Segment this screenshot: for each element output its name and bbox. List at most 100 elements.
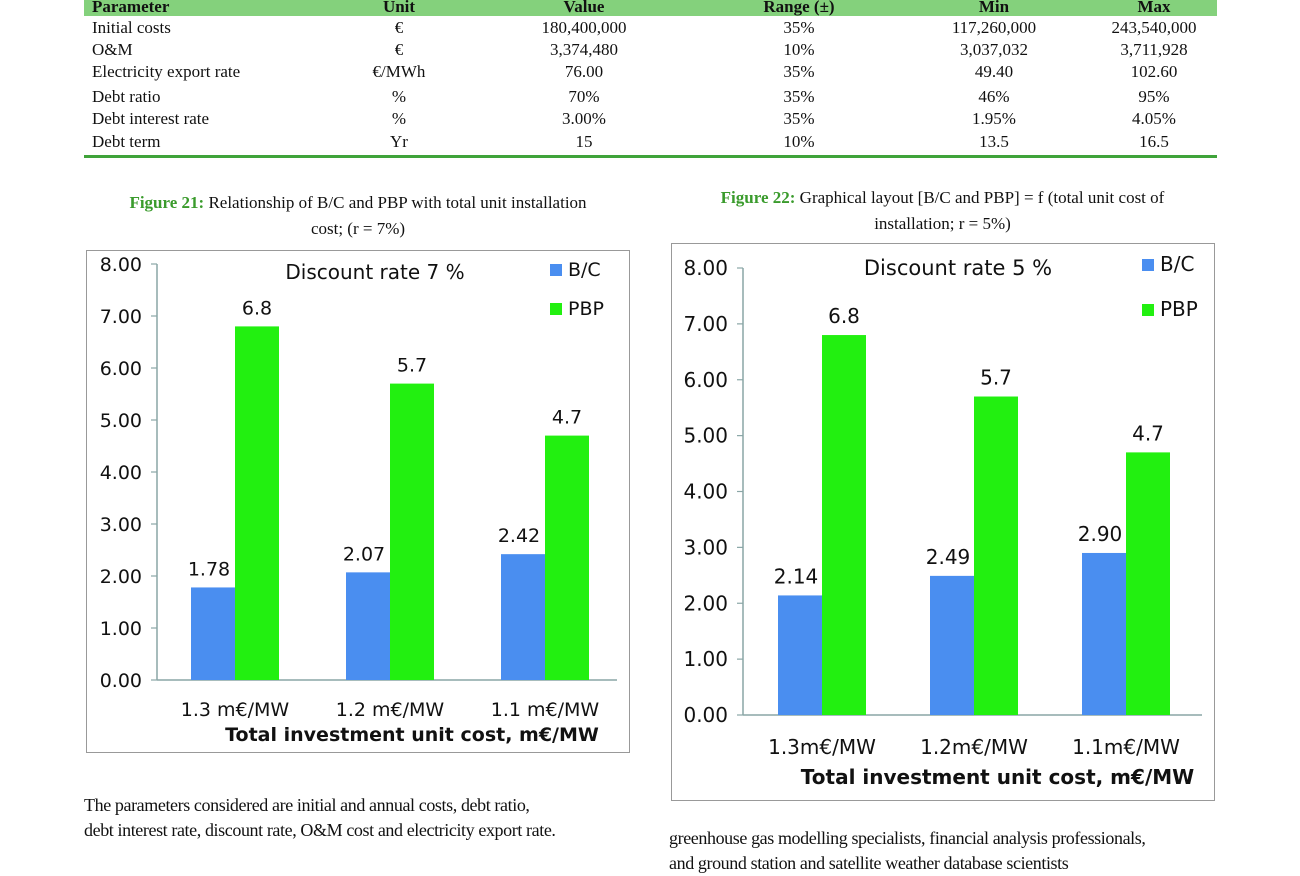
table-header-cell: Min bbox=[978, 0, 1010, 16]
table-cell: 3.00% bbox=[562, 109, 606, 128]
figure-22-caption-line1: Graphical layout [B/C and PBP] = f (tota… bbox=[795, 188, 1165, 207]
table-cell: 10% bbox=[783, 40, 815, 59]
y-tick-label: 2.00 bbox=[100, 566, 142, 588]
paragraph-right: greenhouse gas modelling specialists, fi… bbox=[669, 826, 1229, 876]
y-tick-label: 0.00 bbox=[100, 670, 142, 692]
table-header-background bbox=[84, 0, 1217, 16]
table-cell: Initial costs bbox=[92, 18, 171, 37]
bar-bc bbox=[778, 595, 822, 715]
data-label: 1.78 bbox=[188, 558, 230, 580]
bar-pbp bbox=[822, 335, 866, 715]
data-label: 5.7 bbox=[980, 366, 1012, 390]
table-bottom-rule bbox=[84, 155, 1217, 158]
data-label: 2.14 bbox=[774, 564, 819, 588]
x-tick-label: 1.1m€/MW bbox=[1072, 735, 1180, 759]
x-axis-title: Total investment unit cost, m€/MW bbox=[801, 765, 1194, 789]
table-header-cell: Value bbox=[563, 0, 605, 16]
table-row: Electricity export rate €/MWh 76.00 35% 49.4… bbox=[84, 61, 1217, 83]
table-row: Initial costs €180,400,000 35% 117,260,000 2… bbox=[84, 17, 1217, 39]
table-cell: 35% bbox=[783, 109, 815, 128]
table-cell: Debt ratio bbox=[92, 87, 161, 106]
paragraph-left: The parameters considered are initial an… bbox=[84, 793, 644, 843]
x-tick-label: 1.1 m€/MW bbox=[491, 699, 600, 721]
bar-pbp bbox=[545, 435, 589, 680]
figure-21-label: Figure 21: bbox=[129, 193, 205, 212]
bar-bc bbox=[191, 587, 235, 680]
table-cell: 16.5 bbox=[1139, 132, 1169, 151]
data-label: 4.7 bbox=[552, 407, 582, 429]
table-cell: Debt term bbox=[92, 132, 161, 151]
table-cell: 35% bbox=[783, 18, 815, 37]
y-tick-label: 5.00 bbox=[100, 410, 142, 432]
bar-pbp bbox=[390, 383, 434, 680]
table-cell: 3,711,928 bbox=[1120, 40, 1188, 59]
y-tick-label: 6.00 bbox=[100, 358, 142, 380]
table-cell: Yr bbox=[390, 132, 408, 151]
figure-21-caption: Figure 21: Relationship of B/C and PBP w… bbox=[86, 190, 630, 242]
y-tick-label: 1.00 bbox=[683, 647, 728, 671]
table-header-cell: Parameter bbox=[92, 0, 170, 16]
y-tick-label: 4.00 bbox=[683, 480, 728, 504]
y-tick-label: 4.00 bbox=[100, 462, 142, 484]
paragraph-left-line1: The parameters considered are initial an… bbox=[84, 795, 530, 815]
bar-bc bbox=[501, 554, 545, 680]
y-tick-label: 1.00 bbox=[100, 618, 142, 640]
table-cell: 95% bbox=[1138, 87, 1170, 106]
table-header-cell: Max bbox=[1137, 0, 1171, 16]
legend-swatch-pbp bbox=[550, 303, 562, 315]
paragraph-right-line2: and ground station and satellite weather… bbox=[669, 853, 1069, 873]
legend-label: B/C bbox=[1160, 252, 1194, 276]
table-cell: 180,400,000 bbox=[541, 18, 627, 37]
x-axis-title: Total investment unit cost, m€/MW bbox=[225, 724, 599, 746]
y-tick-label: 5.00 bbox=[683, 424, 728, 448]
table-row: Debt term Yr 15 10% 13.5 16.5 bbox=[84, 131, 1217, 153]
paragraph-right-line1: greenhouse gas modelling specialists, fi… bbox=[669, 828, 1146, 848]
chart-title: Discount rate 5 % bbox=[864, 256, 1052, 280]
bar-bc bbox=[346, 572, 390, 680]
table-cell: 102.60 bbox=[1130, 62, 1178, 81]
table-cell: 10% bbox=[783, 132, 815, 151]
figure-22-chart: 0.00 1.00 2.00 3.00 4.00 5.00 6.00 7.00 8.00 Disc… bbox=[671, 243, 1215, 801]
figure-22-caption: Figure 22: Graphical layout [B/C and PBP… bbox=[671, 185, 1214, 237]
data-label: 2.90 bbox=[1078, 522, 1123, 546]
table-cell: % bbox=[391, 87, 407, 106]
bar-bc bbox=[930, 575, 974, 715]
legend-label: PBP bbox=[568, 298, 604, 320]
data-label: 4.7 bbox=[1132, 421, 1164, 445]
y-tick-label: 8.00 bbox=[100, 254, 142, 276]
chart-title: Discount rate 7 % bbox=[285, 260, 464, 284]
y-tick-label: 2.00 bbox=[683, 591, 728, 615]
table-cell: 4.05% bbox=[1132, 109, 1176, 128]
figure-21-chart: 0.00 1.00 2.00 3.00 4.00 5.00 6.00 7.00 8.00 Disc… bbox=[86, 250, 630, 753]
table-cell: 13.5 bbox=[979, 132, 1009, 151]
table-cell: 49.40 bbox=[974, 62, 1014, 81]
table-cell: 46% bbox=[978, 87, 1010, 106]
table-cell: € bbox=[394, 18, 404, 37]
x-tick-label: 1.3 m€/MW bbox=[181, 699, 290, 721]
table-cell: 35% bbox=[783, 87, 815, 106]
table-cell: Electricity export rate bbox=[92, 62, 241, 81]
y-tick-label: 3.00 bbox=[683, 535, 728, 559]
figure-21-chart-svg: 0.00 1.00 2.00 3.00 4.00 5.00 6.00 7.00 8.00 Disc… bbox=[100, 254, 617, 746]
data-label: 2.42 bbox=[498, 525, 540, 547]
data-label: 6.8 bbox=[828, 304, 860, 328]
data-label: 6.8 bbox=[242, 297, 272, 319]
table-cell: 70% bbox=[568, 87, 600, 106]
bar-bc bbox=[1082, 552, 1126, 715]
table-cell: 117,260,000 bbox=[951, 18, 1037, 37]
table-row: Debt ratio% 70% 35% 46% 95% bbox=[84, 86, 1217, 108]
y-tick-label: 0.00 bbox=[683, 703, 728, 727]
table-cell: % bbox=[391, 109, 407, 128]
table-header-cell: Range (±) bbox=[763, 0, 835, 16]
figure-22-chart-svg: 0.00 1.00 2.00 3.00 4.00 5.00 6.00 7.00 8.00 Disc… bbox=[683, 252, 1202, 789]
x-tick-label: 1.3m€/MW bbox=[768, 735, 876, 759]
table-cell: 15 bbox=[575, 132, 593, 151]
legend-swatch-pbp bbox=[1142, 304, 1154, 316]
data-label: 2.07 bbox=[343, 543, 385, 565]
y-tick-label: 3.00 bbox=[100, 514, 142, 536]
table-cell: 3,037,032 bbox=[960, 40, 1028, 59]
bar-pbp bbox=[1126, 452, 1170, 715]
y-tick-label: 8.00 bbox=[683, 256, 728, 280]
figure-22-caption-line2: installation; r = 5%) bbox=[874, 214, 1011, 233]
table-cell: 1.95% bbox=[972, 109, 1016, 128]
